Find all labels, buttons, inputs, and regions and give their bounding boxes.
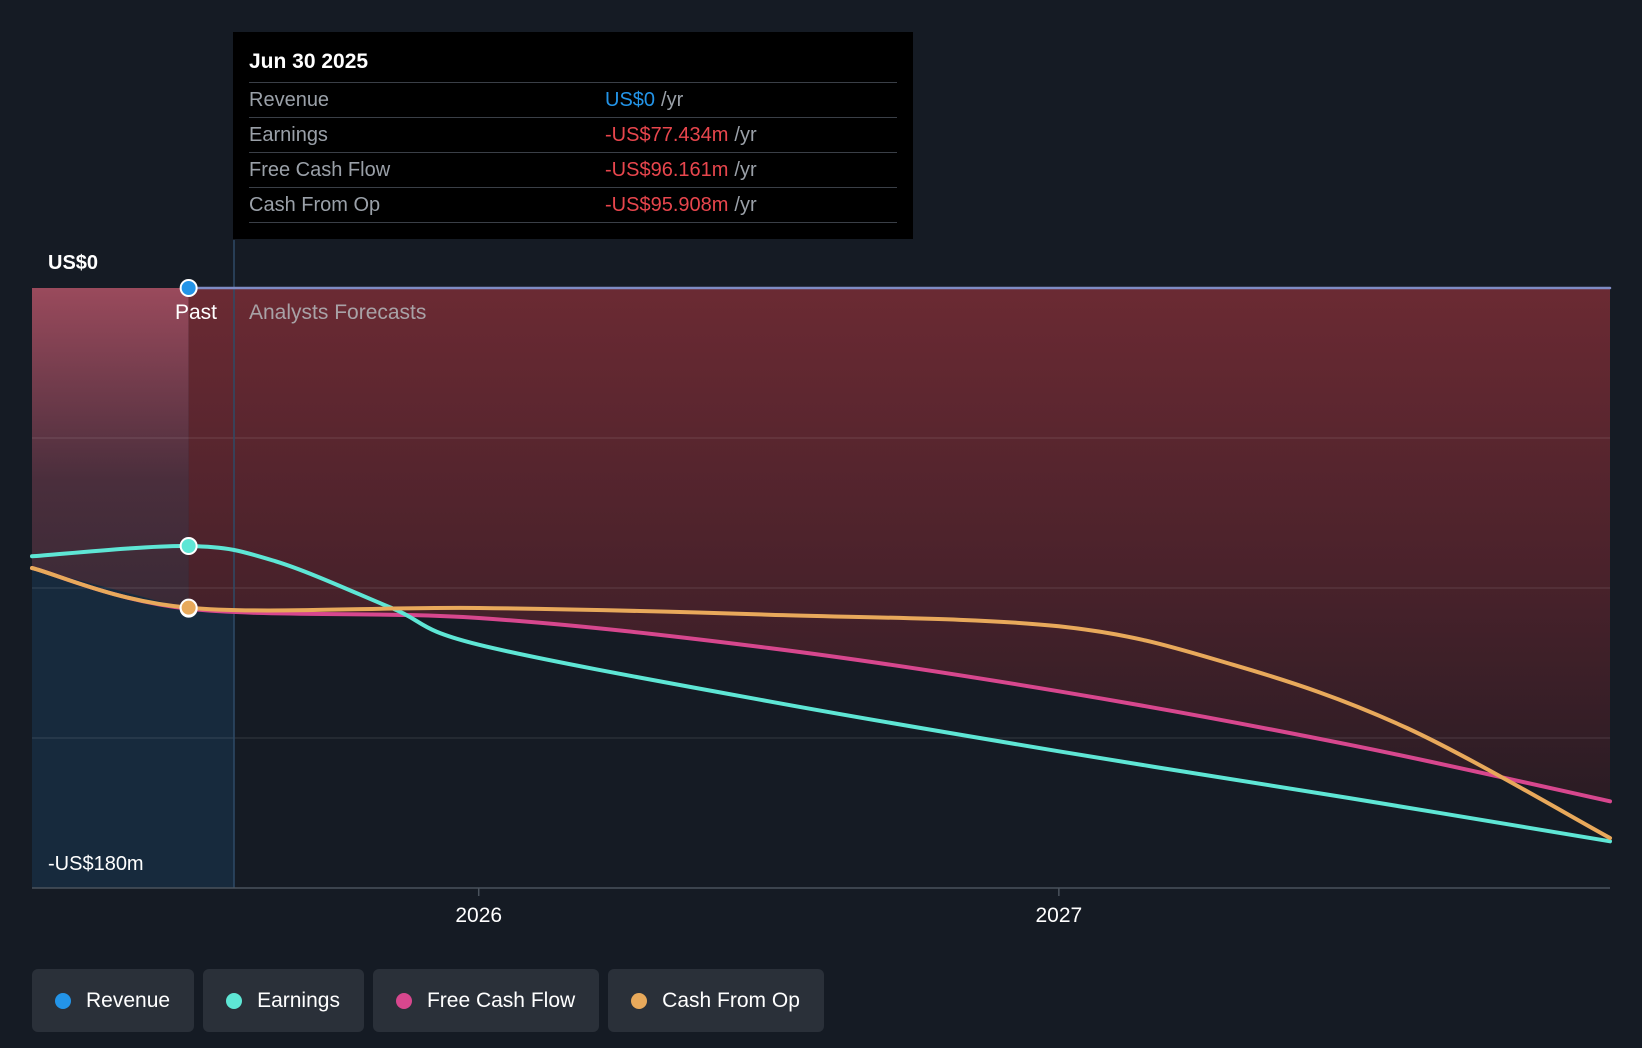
tooltip-unit: /yr bbox=[734, 194, 757, 216]
forecast-label: Analysts Forecasts bbox=[249, 301, 427, 324]
marker-cash-from-op[interactable] bbox=[179, 598, 198, 617]
tooltip-label: Free Cash Flow bbox=[249, 159, 391, 181]
tooltip-unit: /yr bbox=[734, 124, 757, 146]
tooltip-value: -US$77.434m bbox=[605, 124, 729, 146]
tooltip-row-free-cash-flow: Free Cash Flow -US$96.161m /yr bbox=[249, 153, 897, 188]
tooltip-label: Earnings bbox=[249, 124, 328, 146]
cash-from-op-dot-icon bbox=[631, 992, 648, 1009]
tooltip-unit: /yr bbox=[661, 89, 684, 111]
free-cash-flow-dot-icon bbox=[395, 992, 412, 1009]
legend-item-earnings[interactable]: Earnings bbox=[203, 969, 364, 1032]
tooltip-row-revenue: Revenue US$0 /yr bbox=[249, 83, 897, 118]
tooltip-row-earnings: Earnings -US$77.434m /yr bbox=[249, 118, 897, 153]
legend-label: Earnings bbox=[257, 988, 340, 1012]
tooltip-value: US$0 bbox=[605, 89, 656, 111]
revenue-dot-icon bbox=[55, 992, 71, 1009]
x-tick-label: 2026 bbox=[455, 904, 502, 927]
legend: Revenue Earnings Free Cash Flow Cash Fro… bbox=[32, 969, 833, 1032]
past-area-fill bbox=[32, 288, 189, 609]
tooltip: Jun 30 2025 Revenue US$0 /yr Earnings -U… bbox=[233, 32, 913, 239]
legend-label: Free Cash Flow bbox=[426, 988, 576, 1012]
series-line-cash-from-op bbox=[30, 566, 1612, 840]
y-axis-top-label: US$0 bbox=[48, 252, 99, 274]
y-axis-bottom-label: -US$180m bbox=[48, 853, 144, 875]
earnings-dot-icon bbox=[226, 992, 243, 1009]
marker-revenue[interactable] bbox=[179, 279, 198, 297]
legend-label: Cash From Op bbox=[662, 988, 800, 1012]
tooltip-date: Jun 30 2025 bbox=[249, 46, 897, 83]
past-label: Past bbox=[174, 301, 217, 324]
tooltip-unit: /yr bbox=[734, 159, 757, 181]
legend-label: Revenue bbox=[86, 988, 171, 1012]
series-line-earnings bbox=[30, 543, 1612, 844]
tooltip-label: Cash From Op bbox=[249, 194, 381, 216]
legend-item-free-cash-flow[interactable]: Free Cash Flow bbox=[372, 969, 600, 1032]
marker-earnings[interactable] bbox=[179, 537, 198, 555]
tooltip-row-cash-from-op: Cash From Op -US$95.908m /yr bbox=[249, 188, 897, 223]
tooltip-value: -US$95.908m bbox=[605, 194, 729, 216]
legend-item-cash-from-op[interactable]: Cash From Op bbox=[608, 969, 824, 1032]
x-tick-label: 2027 bbox=[1036, 904, 1083, 927]
tooltip-label: Revenue bbox=[249, 89, 330, 111]
legend-item-revenue[interactable]: Revenue bbox=[32, 969, 195, 1032]
tooltip-value: -US$96.161m bbox=[605, 159, 729, 181]
